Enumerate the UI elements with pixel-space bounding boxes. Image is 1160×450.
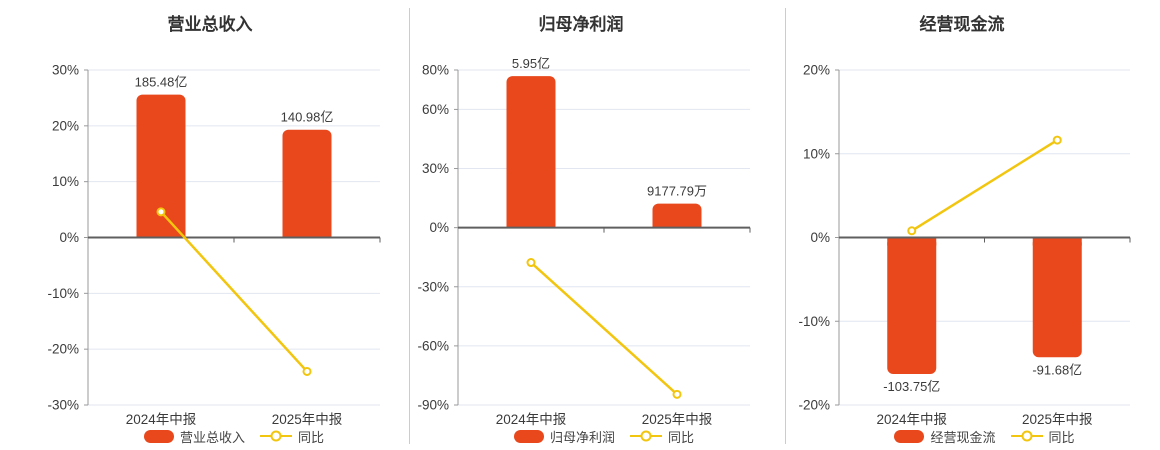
legend-label: 营业总收入 (179, 429, 245, 445)
bar-value-label: -91.68亿 (1032, 362, 1082, 377)
chart-title-operating-cash-flow: 经营现金流 (919, 15, 1005, 34)
legend-item-bar-series[interactable]: 营业总收入 (143, 427, 245, 446)
bar-series-swatch (513, 429, 544, 443)
legend-item-line-series[interactable]: 同比 (630, 427, 694, 446)
y-tick-label: -30% (47, 398, 79, 413)
bar[interactable] (887, 237, 937, 375)
x-category-label: 2024年中报 (126, 412, 197, 427)
legend-label: 同比 (298, 429, 325, 445)
y-tick-label: -10% (798, 314, 830, 329)
bar-corner-square (652, 219, 702, 228)
line-series-symbol (630, 430, 662, 442)
legend-item-bar-series[interactable]: 归母净利润 (513, 427, 615, 446)
bar-corner-square (1032, 237, 1082, 246)
y-tick-label: 0% (59, 230, 79, 245)
bar-value-label: 185.48亿 (135, 75, 188, 90)
bar-corner-square (136, 229, 186, 238)
line-series-symbol (260, 430, 292, 442)
y-tick-label: 10% (52, 174, 79, 189)
y-tick-label: -20% (798, 398, 830, 413)
legend-label: 同比 (1048, 429, 1075, 445)
legend-net-profit: 归母净利润 同比 (458, 427, 750, 446)
yoy-line (530, 261, 678, 396)
chart-title-net-profit: 归母净利润 (538, 15, 624, 34)
bar-corner-square (887, 237, 937, 246)
panel-divider (785, 8, 786, 444)
chart-title-revenue: 营业总收入 (167, 15, 253, 34)
bar-series-swatch (894, 429, 925, 443)
yoy-line-point[interactable] (526, 258, 536, 268)
y-tick-label: 20% (803, 63, 830, 78)
chart-revenue: 30% 20% 10% 0% -10% -20% -30% 185.48亿 140.98亿 202… (47, 63, 381, 427)
y-tick-label: 30% (422, 161, 449, 176)
yoy-line (911, 139, 1058, 232)
y-tick-label: 60% (422, 102, 449, 117)
y-tick-label: 80% (422, 63, 449, 78)
yoy-line-point[interactable] (907, 226, 917, 236)
bar-corner-square (506, 219, 556, 228)
legend-label: 同比 (668, 429, 695, 445)
y-tick-label: 20% (52, 118, 79, 133)
yoy-line-point[interactable] (672, 389, 682, 399)
bar[interactable] (136, 94, 186, 238)
yoy-line-point[interactable] (302, 366, 312, 376)
bar-corner-square (282, 229, 332, 238)
x-category-label: 2024年中报 (496, 412, 567, 427)
y-tick-label: -60% (417, 338, 449, 353)
legend-operating-cash-flow: 经营现金流 同比 (839, 427, 1130, 446)
bar[interactable] (506, 76, 556, 228)
legend-item-line-series[interactable]: 同比 (1010, 427, 1075, 446)
bar-series-swatch (143, 429, 174, 443)
x-category-label: 2025年中报 (1022, 412, 1093, 427)
legend-label: 经营现金流 (930, 429, 996, 445)
yoy-line-point[interactable] (156, 207, 166, 217)
bar-value-label: 5.95亿 (512, 56, 550, 71)
y-tick-label: -20% (47, 342, 79, 357)
y-tick-label: 0% (810, 230, 830, 245)
chart-net-profit: 80% 60% 30% 0% -30% -60% -90% 5.95亿 9177.79万 2024… (417, 56, 751, 427)
bar[interactable] (282, 129, 332, 238)
bar[interactable] (1032, 237, 1082, 358)
bar-value-label: -103.75亿 (883, 379, 940, 394)
chart-operating-cash-flow: 20% 10% 0% -10% -20% -103.75亿 -91.68亿 2024年中报 20… (798, 63, 1131, 427)
legend-item-line-series[interactable]: 同比 (260, 427, 324, 446)
x-category-label: 2024年中报 (876, 412, 947, 427)
y-tick-label: -90% (417, 398, 449, 413)
legend-revenue: 营业总收入 同比 (88, 427, 380, 446)
yoy-line-point[interactable] (1052, 135, 1062, 145)
y-tick-label: 30% (52, 63, 79, 78)
y-tick-label: 0% (429, 220, 449, 235)
x-category-label: 2025年中报 (272, 412, 343, 427)
y-tick-label: -10% (47, 286, 79, 301)
yoy-line (160, 210, 308, 373)
line-series-symbol (1010, 430, 1043, 442)
panel-divider (409, 8, 410, 444)
legend-label: 归母净利润 (549, 429, 615, 445)
y-tick-label: 10% (803, 146, 830, 161)
bar-value-label: 140.98亿 (281, 110, 334, 125)
y-tick-label: -30% (417, 279, 449, 294)
x-category-label: 2025年中报 (642, 412, 713, 427)
legend-item-bar-series[interactable]: 经营现金流 (894, 427, 996, 446)
bar-value-label: 9177.79万 (647, 184, 707, 199)
